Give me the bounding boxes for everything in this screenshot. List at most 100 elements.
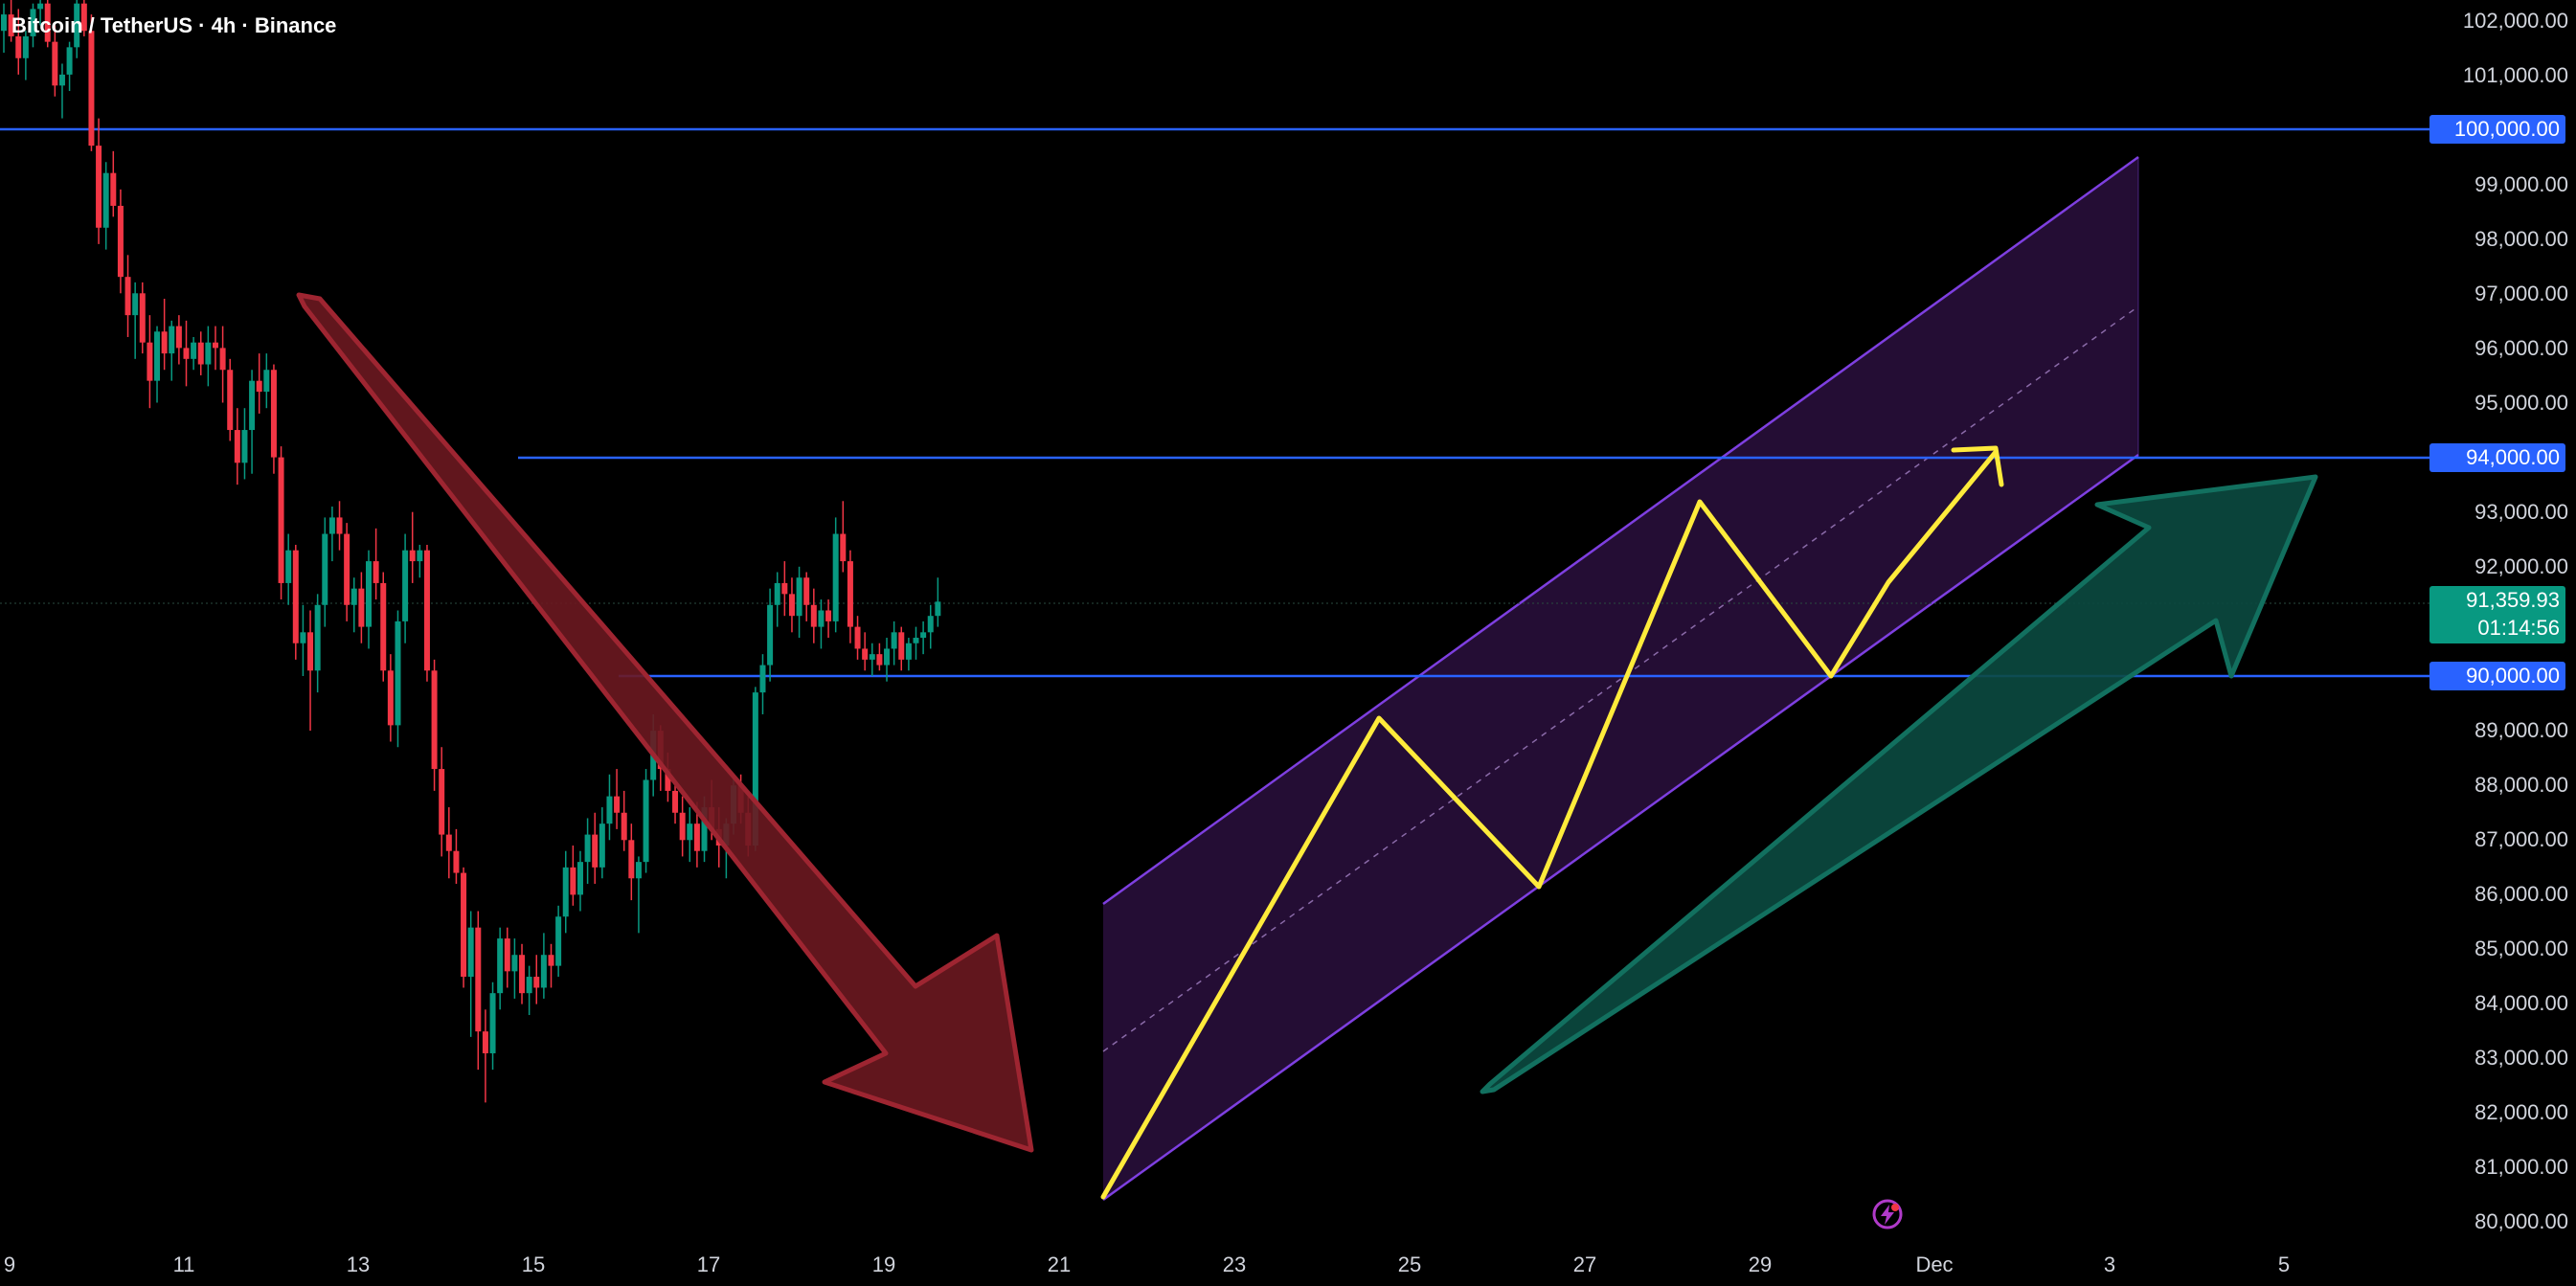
- candle-body[interactable]: [687, 823, 693, 841]
- candle-body[interactable]: [227, 370, 234, 431]
- candle-body[interactable]: [475, 927, 482, 1032]
- candle-body[interactable]: [497, 938, 504, 994]
- candle-body[interactable]: [191, 342, 197, 359]
- candle-body[interactable]: [482, 1031, 488, 1053]
- candle-body[interactable]: [175, 326, 182, 349]
- candle-body[interactable]: [635, 862, 642, 879]
- candle-body[interactable]: [584, 834, 591, 863]
- candle-body[interactable]: [74, 3, 80, 48]
- candle-body[interactable]: [80, 3, 87, 32]
- candle-body[interactable]: [884, 648, 891, 666]
- candle-body[interactable]: [905, 643, 912, 660]
- candle-body[interactable]: [825, 610, 832, 621]
- candle-body[interactable]: [927, 616, 934, 633]
- candle-body[interactable]: [197, 342, 204, 365]
- candle-body[interactable]: [913, 638, 919, 643]
- candle-body[interactable]: [869, 654, 875, 660]
- channel-upper-line[interactable]: [1102, 155, 2139, 906]
- candle-body[interactable]: [606, 796, 613, 824]
- candle-body[interactable]: [562, 867, 569, 917]
- symbol-title[interactable]: Bitcoin / TetherUS · 4h · Binance: [11, 13, 337, 37]
- candle-body[interactable]: [256, 380, 262, 393]
- candle-body[interactable]: [322, 533, 328, 605]
- bearish-arrow[interactable]: [296, 292, 1034, 1153]
- candle-body[interactable]: [679, 812, 686, 841]
- candle-body[interactable]: [526, 977, 532, 994]
- candle-body[interactable]: [52, 41, 58, 86]
- candle-body[interactable]: [461, 872, 467, 978]
- candle-body[interactable]: [219, 348, 226, 371]
- candle-body[interactable]: [270, 370, 277, 458]
- candle-body[interactable]: [774, 582, 780, 605]
- candle-body[interactable]: [876, 654, 883, 666]
- candle-body[interactable]: [555, 916, 562, 966]
- candle-body[interactable]: [300, 632, 306, 643]
- candle-body[interactable]: [489, 993, 496, 1053]
- price-axis[interactable]: 102,000.00 101,000.00 99,000.00 98,000.0…: [2429, 0, 2576, 1245]
- candle-body[interactable]: [423, 550, 430, 671]
- candle-body[interactable]: [781, 582, 788, 595]
- candle-body[interactable]: [832, 533, 839, 621]
- candle-body[interactable]: [614, 796, 621, 813]
- time-axis[interactable]: 9 11 13 15 17 19 21 23 25 27 29 Dec 3 5: [0, 1245, 2576, 1286]
- candle-body[interactable]: [380, 582, 387, 671]
- candle-body[interactable]: [592, 834, 599, 868]
- candle-body[interactable]: [511, 955, 518, 972]
- candle-body[interactable]: [533, 977, 540, 988]
- candle-body[interactable]: [759, 665, 766, 693]
- candle-body[interactable]: [328, 517, 335, 534]
- candle-body[interactable]: [366, 561, 372, 627]
- candle-body[interactable]: [570, 867, 576, 895]
- candle-body[interactable]: [417, 550, 423, 562]
- candle-body[interactable]: [30, 9, 36, 36]
- candle-body[interactable]: [147, 342, 153, 381]
- candle-body[interactable]: [467, 927, 474, 978]
- candle-body[interactable]: [102, 172, 109, 228]
- candle-body[interactable]: [169, 326, 175, 354]
- candle-body[interactable]: [898, 632, 905, 660]
- candle-body[interactable]: [44, 3, 51, 42]
- candle-body[interactable]: [854, 626, 861, 649]
- candle-body[interactable]: [139, 293, 146, 343]
- candle-body[interactable]: [701, 807, 708, 851]
- candle-body[interactable]: [344, 533, 350, 605]
- zigzag-projection-path[interactable]: [1100, 449, 1999, 1200]
- channel-lower-line[interactable]: [1102, 453, 2139, 1202]
- candle-body[interactable]: [205, 342, 212, 365]
- candle-body[interactable]: [110, 172, 117, 206]
- candle-body[interactable]: [37, 3, 44, 10]
- candle-body[interactable]: [8, 14, 14, 36]
- candle-body[interactable]: [767, 604, 774, 666]
- current-price-tag[interactable]: 91,359.93 01:14:56: [2429, 586, 2565, 643]
- level-tag-90000[interactable]: 90,000.00: [2429, 662, 2565, 690]
- candle-body[interactable]: [336, 517, 343, 534]
- candle-body[interactable]: [292, 550, 299, 643]
- candle-body[interactable]: [285, 550, 292, 583]
- candle-body[interactable]: [540, 955, 547, 988]
- candle-body[interactable]: [693, 823, 700, 851]
- candle-body[interactable]: [15, 35, 22, 58]
- candle-body[interactable]: [847, 561, 853, 627]
- candle-body[interactable]: [431, 670, 438, 770]
- candle-body[interactable]: [96, 146, 102, 228]
- candle-body[interactable]: [58, 74, 65, 86]
- level-tag-100000[interactable]: 100,000.00: [2429, 115, 2565, 144]
- candle-body[interactable]: [358, 588, 365, 627]
- candle-body[interactable]: [672, 790, 679, 813]
- candle-body[interactable]: [249, 380, 256, 431]
- candle-body[interactable]: [796, 577, 802, 617]
- candle-body[interactable]: [88, 31, 95, 147]
- candle-body[interactable]: [862, 648, 869, 660]
- candle-body[interactable]: [124, 277, 131, 316]
- candle-body[interactable]: [519, 955, 526, 994]
- candle-body[interactable]: [307, 632, 314, 671]
- candle-body[interactable]: [576, 862, 583, 895]
- candle-body[interactable]: [840, 533, 847, 562]
- candle-body[interactable]: [314, 604, 321, 671]
- candle-body[interactable]: [548, 955, 554, 966]
- candle-body[interactable]: [154, 331, 161, 381]
- candle-body[interactable]: [350, 588, 357, 605]
- candle-body[interactable]: [373, 561, 379, 583]
- candle-body[interactable]: [628, 840, 635, 879]
